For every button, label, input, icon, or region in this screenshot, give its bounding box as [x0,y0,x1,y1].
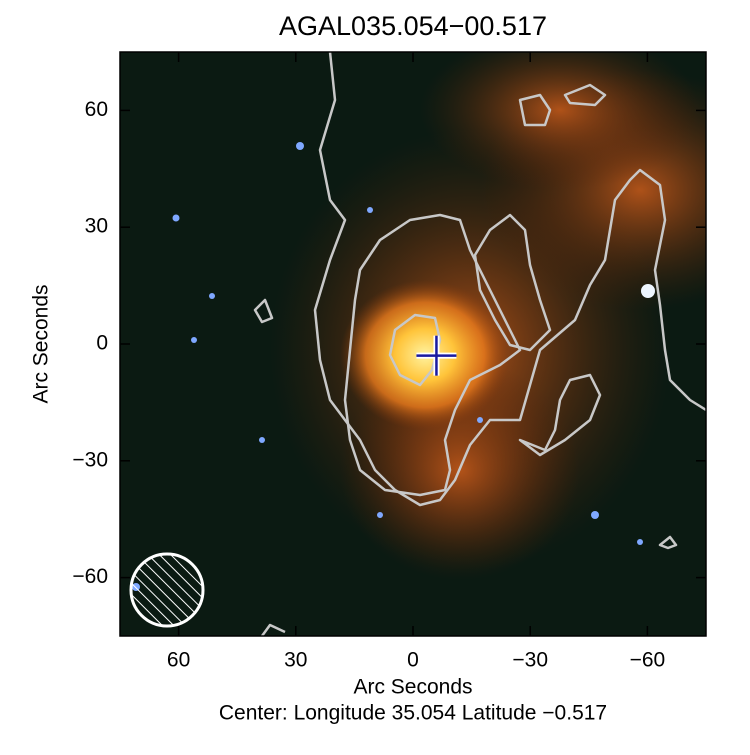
y-tick-label: 0 [96,332,108,355]
y-tick-label: −60 [72,565,108,588]
chart-title: AGAL035.054−00.517 [279,11,547,41]
x-tick-label: −30 [512,649,548,672]
image [120,52,706,636]
y-tick-label: −30 [72,448,108,471]
x-tick-label: −60 [630,649,666,672]
x-tick-label: 60 [167,649,190,672]
x-tick-label: 0 [407,649,419,672]
y-tick-label: 30 [85,215,108,238]
x-axis-label: Arc Seconds [353,676,472,699]
y-tick-label: 60 [85,98,108,121]
y-axis-label: Arc Seconds [30,284,53,403]
x-tick-label: 30 [284,649,307,672]
subtitle: Center: Longitude 35.054 Latitude −0.517 [219,702,607,725]
source-marker [416,335,457,376]
